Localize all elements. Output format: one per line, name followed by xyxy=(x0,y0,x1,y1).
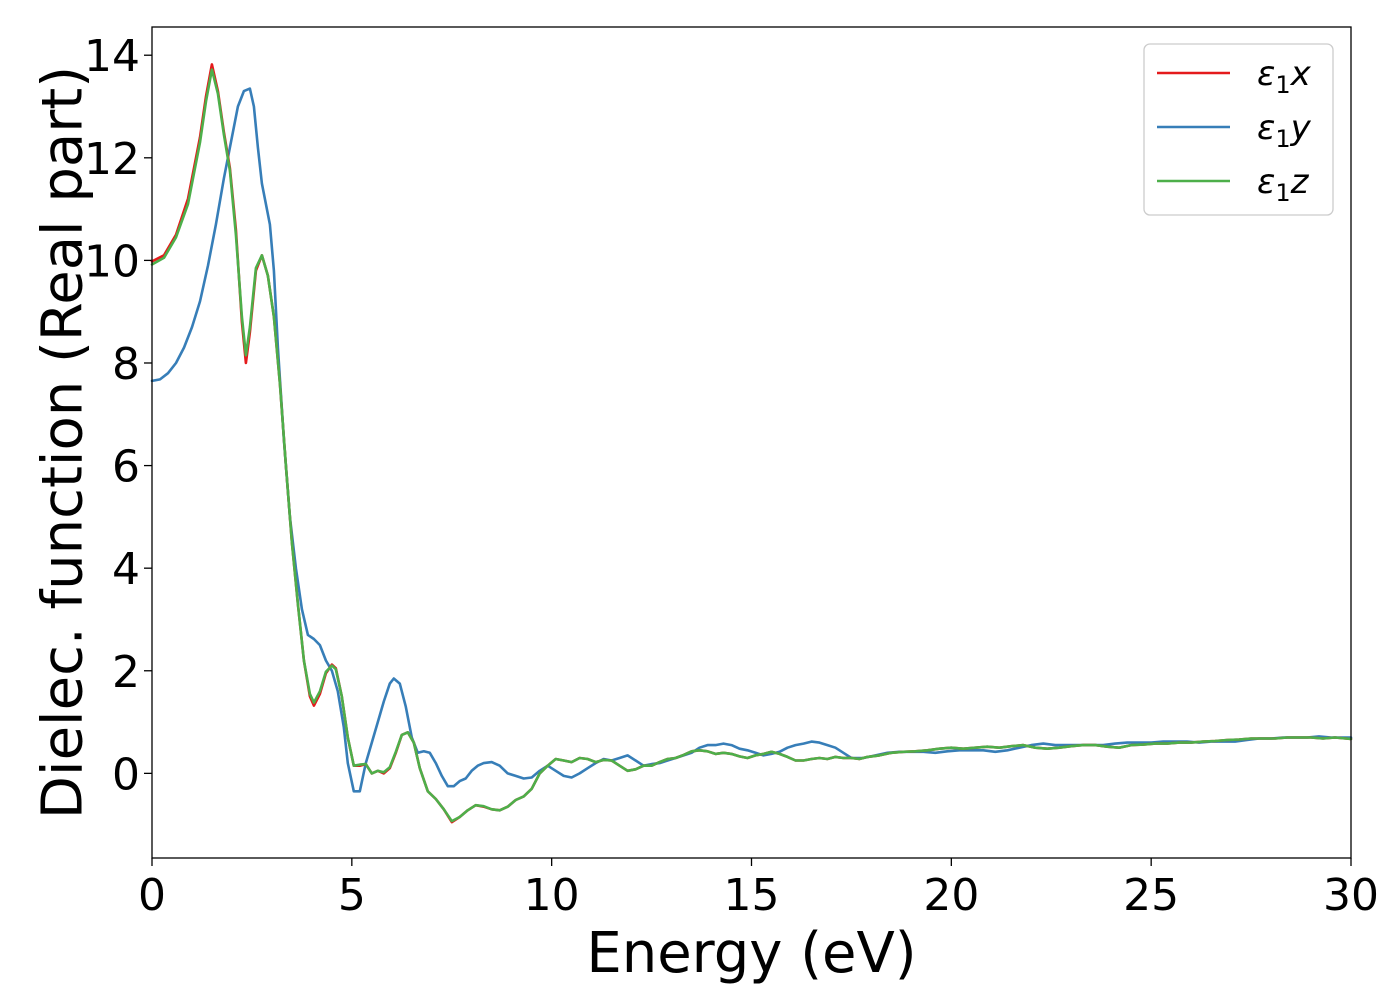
legend-entry-subscript: 1 xyxy=(1275,125,1290,153)
y-tick-label: 6 xyxy=(112,442,140,493)
x-tick-label: 20 xyxy=(923,870,979,921)
y-tick-label: 8 xyxy=(112,339,140,390)
legend-entry-base: ε xyxy=(1257,108,1275,148)
x-tick-label: 25 xyxy=(1123,870,1179,921)
legend-entry: ε1y xyxy=(1257,108,1312,153)
y-axis-label: Dielec. function (Real part) xyxy=(31,66,96,819)
x-tick-label: 5 xyxy=(338,870,366,921)
y-tick-label: 14 xyxy=(84,31,140,82)
plot-frame xyxy=(151,26,1352,859)
x-tick-label: 30 xyxy=(1323,870,1379,921)
legend-entry-base: ε xyxy=(1257,54,1275,94)
y-tick-label: 10 xyxy=(84,236,140,287)
x-axis-ticks: 0 5 10 15 20 25 30 xyxy=(138,858,1379,921)
legend-entry-subscript: 1 xyxy=(1275,71,1290,99)
legend-entry: ε1z xyxy=(1257,162,1310,207)
series-line-z xyxy=(150,68,1353,823)
legend-entry-subscript: 1 xyxy=(1275,179,1290,207)
legend-entry-variable: x xyxy=(1290,54,1312,94)
legend-entry-base: ε xyxy=(1257,162,1275,202)
x-tick-label: 10 xyxy=(524,870,580,921)
x-tick-label: 15 xyxy=(724,870,780,921)
x-tick-label: 0 xyxy=(138,870,166,921)
legend-box xyxy=(1143,43,1334,216)
legend-entry-variable: z xyxy=(1290,162,1310,202)
y-tick-label: 2 xyxy=(112,647,140,698)
series-lines xyxy=(150,63,1353,824)
x-axis-label: Energy (eV) xyxy=(586,921,916,986)
legend-entry: ε1x xyxy=(1257,54,1312,99)
y-axis-ticks: 0 2 4 6 8 10 12 14 xyxy=(84,31,152,800)
legend-entry-variable: y xyxy=(1290,108,1312,148)
y-tick-label: 12 xyxy=(84,134,140,185)
y-tick-label: 4 xyxy=(112,544,140,595)
y-tick-label: 0 xyxy=(112,749,140,800)
